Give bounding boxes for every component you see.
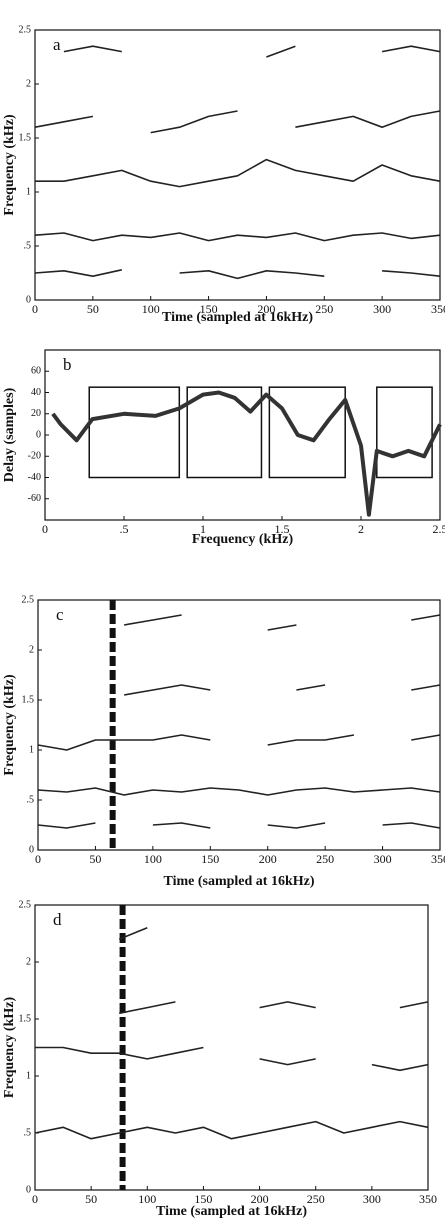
y-tick-label: 2.5 [19,24,32,35]
track-line [37,822,441,829]
x-tick-label: 300 [373,302,391,316]
y-tick-label: 60 [31,366,41,377]
x-tick-label: 0 [32,1192,38,1206]
y-tick-label: 1 [26,1070,31,1081]
band-box [376,386,433,479]
y-tick-label: 20 [31,408,41,419]
x-tick-label: 100 [138,1192,156,1206]
plot-frame [34,29,441,301]
y-tick-label: 1.5 [19,1013,32,1024]
track-line [34,110,441,134]
band-box [88,386,181,479]
x-tick-label: 350 [419,1192,437,1206]
plot-frame [44,349,441,521]
track-line [37,734,441,751]
x-axis-label: Time (sampled at 16kHz) [163,874,314,889]
y-tick-label: 1.5 [22,694,35,705]
panel-label: b [63,355,72,374]
x-tick-label: 200 [251,1192,269,1206]
y-axis-label: Frequency (kHz) [2,114,17,216]
track-line [34,1120,429,1140]
x-tick-label: 150 [201,852,219,866]
y-tick-label: 2 [26,956,31,967]
x-axis-label: Time (sampled at 16kHz) [156,1204,307,1219]
x-tick-label: 350 [431,852,445,866]
x-tick-label: 1 [200,522,206,536]
x-tick-label: 300 [374,852,392,866]
x-tick-label: 100 [144,852,162,866]
y-tick-label: -60 [28,493,41,504]
track-line [118,927,148,940]
y-tick-label: 1.5 [19,132,32,143]
y-tick-label: -20 [28,451,41,462]
track-line [51,390,442,517]
y-tick-label: -40 [28,472,41,483]
y-axis-label: Frequency (kHz) [2,674,17,776]
track-line [34,269,441,280]
x-tick-label: 0 [32,302,38,316]
x-tick-label: 2 [358,522,364,536]
x-tick-label: 300 [363,1192,381,1206]
y-tick-label: 0 [26,1184,31,1195]
y-axis-label: Delay (samples) [2,387,17,482]
x-tick-label: 350 [431,302,445,316]
y-tick-label: 40 [31,387,41,398]
track-line [35,158,441,188]
x-tick-label: 100 [142,302,160,316]
y-tick-label: 2 [29,644,34,655]
plot-frame [34,904,429,1191]
x-tick-label: 50 [89,852,101,866]
band-box [186,386,263,479]
track-line [35,1046,429,1072]
x-tick-label: 250 [316,852,334,866]
track-line [123,684,441,696]
y-tick-label: .5 [24,1127,32,1138]
panel-label: a [53,35,61,54]
track-line [37,787,441,796]
track-line [119,1001,429,1015]
x-tick-label: 250 [315,302,333,316]
panel-label: c [56,605,64,624]
y-tick-label: 0 [36,429,41,440]
panel-label: d [53,910,62,929]
y-tick-label: 0 [29,844,34,855]
y-tick-label: 0 [26,294,31,305]
x-tick-label: 200 [259,852,277,866]
x-tick-label: 200 [257,302,275,316]
x-tick-label: 0 [42,522,48,536]
track-line [123,614,441,631]
x-tick-label: .5 [120,522,129,536]
x-tick-label: 250 [307,1192,325,1206]
x-tick-label: 2.5 [433,522,445,536]
x-axis-label: Frequency (kHz) [192,532,294,547]
x-axis-label: Time (sampled at 16kHz) [162,310,313,325]
x-tick-label: 50 [87,302,99,316]
y-tick-label: 1 [29,744,34,755]
y-tick-label: 2.5 [19,899,32,910]
y-tick-label: 1 [26,186,31,197]
y-tick-label: .5 [24,240,32,251]
x-tick-label: 150 [200,302,218,316]
y-tick-label: 2 [26,78,31,89]
y-tick-label: 2.5 [22,594,35,605]
track-line [34,232,441,242]
band-box [268,386,346,479]
plot-frame [37,599,441,851]
track-line [63,45,441,58]
y-tick-label: .5 [27,794,35,805]
x-tick-label: 1.5 [275,522,290,536]
y-axis-label: Frequency (kHz) [2,997,17,1099]
x-tick-label: 50 [85,1192,97,1206]
x-tick-label: 150 [194,1192,212,1206]
x-tick-label: 0 [35,852,41,866]
